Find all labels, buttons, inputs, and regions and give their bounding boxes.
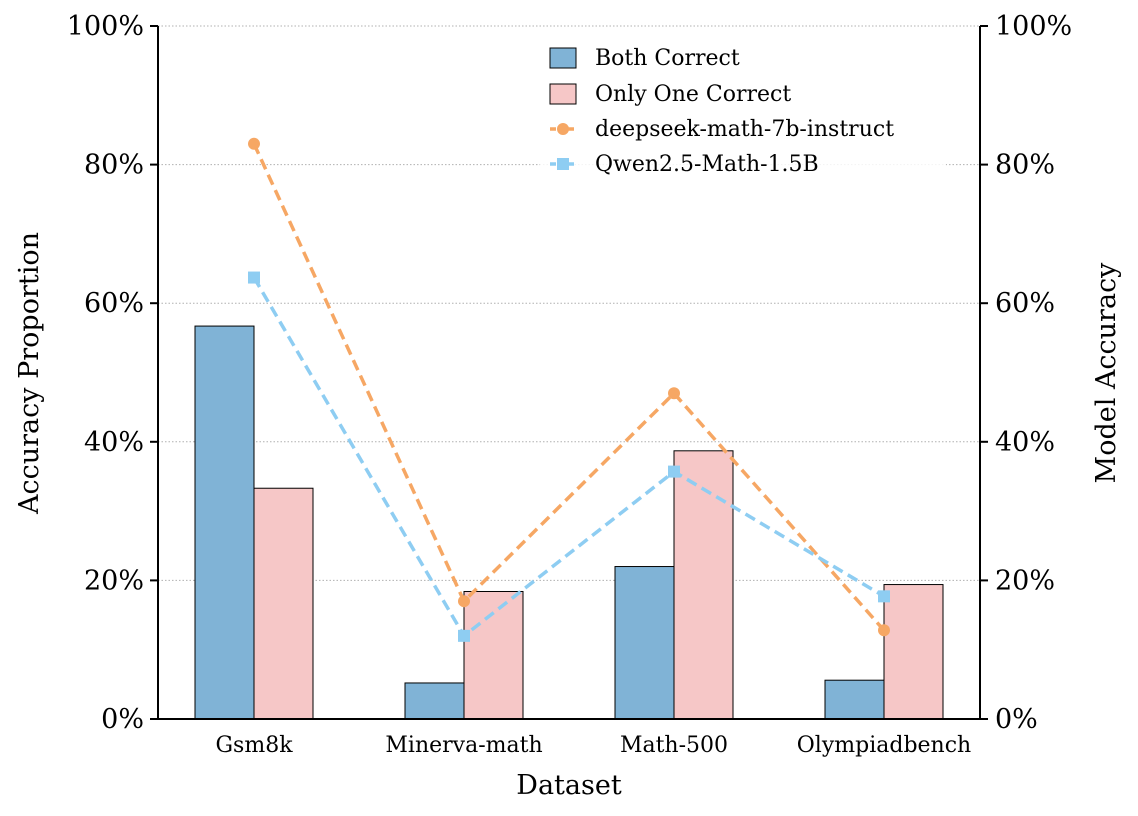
y-tick-label: 0% [101, 704, 144, 735]
tick-labels: 0% 20% 40% 60% 80% 100% 0% 20% 40% 60% 80% 100% Gsm8… [67, 11, 1072, 758]
line-series [248, 137, 890, 642]
y2-tick-label: 40% [995, 427, 1055, 458]
series-point [668, 465, 680, 478]
y-axis-title: Accuracy Proportion [14, 232, 45, 515]
series-line [252, 143, 886, 632]
y2-tick-label: 100% [995, 11, 1072, 42]
x-tick-label: Minerva-math [385, 733, 542, 758]
bar-both-correct [194, 325, 255, 720]
x-tick-label: Gsm8k [215, 733, 293, 758]
bar-only-one-correct [253, 487, 314, 720]
legend-label: deepseek-math-7b-instruct [595, 117, 894, 142]
bar-only-one-correct [883, 584, 944, 720]
legend-marker [557, 158, 569, 170]
y-tick-label: 40% [84, 427, 144, 458]
y2-tick-label: 80% [995, 150, 1055, 181]
series-point [248, 137, 260, 150]
y2-tick-label: 60% [995, 288, 1055, 319]
y-tick-label: 20% [84, 565, 144, 596]
bar-only-one-correct [673, 450, 734, 720]
y-tick-label: 80% [84, 150, 144, 181]
series-point [248, 271, 260, 284]
axes [157, 26, 981, 720]
legend-label: Both Correct [595, 46, 740, 71]
series-point [878, 624, 890, 637]
legend-label: Only One Correct [595, 82, 791, 107]
y2-tick-label: 20% [995, 565, 1055, 596]
series-line [252, 276, 885, 639]
series-point [458, 629, 470, 642]
x-tick-label: Math-500 [620, 733, 728, 758]
legend-swatch [549, 83, 577, 105]
series-point [668, 387, 680, 400]
legend-marker [557, 123, 569, 135]
legend-box [540, 40, 946, 186]
y-tick-label: 60% [84, 288, 144, 319]
series-point [878, 590, 890, 603]
series-point [458, 595, 470, 608]
bars [194, 325, 944, 720]
bar-only-one-correct [463, 590, 524, 720]
legend: Both Correct Only One Correct deepseek-mat… [540, 40, 946, 186]
bar-both-correct [824, 679, 885, 720]
bar-both-correct [404, 682, 465, 720]
x-axis-title: Dataset [516, 770, 622, 801]
legend-swatch [549, 47, 577, 69]
x-tick-label: Olympiadbench [797, 733, 971, 758]
legend-label: Qwen2.5-Math-1.5B [595, 152, 819, 177]
bar-both-correct [614, 566, 675, 720]
y-tick-label: 100% [67, 11, 144, 42]
y2-axis-title: Model Accuracy [1091, 262, 1122, 484]
y2-tick-label: 0% [995, 704, 1038, 735]
